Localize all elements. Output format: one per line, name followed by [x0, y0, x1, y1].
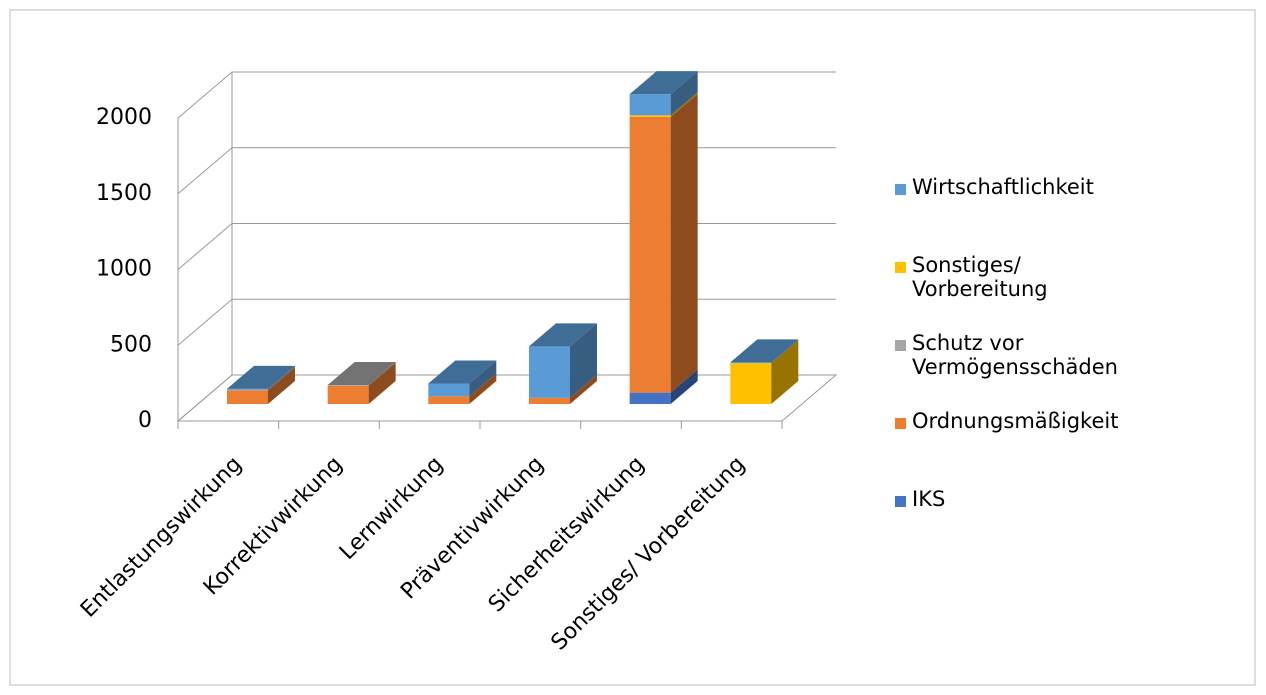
bar-side: [368, 362, 396, 404]
bar-side: [368, 362, 396, 386]
bar-front: [528, 346, 570, 398]
grid-line: [177, 147, 836, 195]
bar-top: [428, 360, 497, 384]
legend-label: Ordnungsmäßigkeit: [912, 409, 1119, 433]
bar-side: [267, 367, 295, 404]
legend-item: Ordnungsmäßigkeit: [895, 409, 1245, 433]
y-tick-label: 500: [110, 332, 152, 357]
bar-segment: [629, 369, 698, 404]
bar-side: [267, 366, 295, 391]
bar-front: [226, 388, 268, 390]
bar-segment: [528, 323, 597, 398]
bar-front: [528, 397, 570, 404]
bar-front: [730, 362, 772, 364]
bar-segment: [629, 92, 698, 117]
bar-top: [226, 365, 295, 389]
bar-side: [267, 365, 295, 390]
bar-segment: [629, 71, 698, 116]
bar-front: [629, 392, 671, 404]
legend-item: Schutz vor Vermögensschäden: [895, 331, 1245, 379]
grid-line: [177, 298, 836, 346]
bar-front: [730, 363, 772, 404]
bar-side: [670, 93, 698, 393]
legend-swatch: [895, 496, 906, 507]
bar-front: [629, 94, 671, 116]
bar-side: [771, 340, 799, 404]
bar-side: [569, 323, 597, 398]
bar-segment: [226, 367, 295, 404]
legend-label: Sonstiges/ Vorbereitung: [912, 253, 1048, 301]
bar-segment: [226, 365, 295, 390]
bar-top: [528, 323, 597, 347]
y-tick-label: 0: [138, 408, 152, 433]
bar-top: [730, 339, 799, 363]
bar-front: [226, 390, 268, 404]
legend-label: Wirtschaftlichkeit: [912, 175, 1094, 199]
bar-side: [469, 373, 497, 404]
legend-swatch: [895, 340, 906, 351]
bar-segment: [528, 374, 597, 404]
y-tick-label: 1000: [96, 257, 152, 282]
legend-label: IKS: [912, 487, 946, 511]
legend-item: IKS: [895, 487, 1245, 511]
bar-segment: [226, 366, 295, 391]
legend-swatch: [895, 184, 906, 195]
grid-line: [177, 223, 836, 270]
chart-frame: [9, 9, 1256, 686]
x-tick-label: Lernwirkung: [335, 452, 448, 565]
bar-front: [327, 385, 369, 386]
bar-segment: [428, 360, 497, 397]
bar-front: [327, 385, 369, 404]
bar-front: [428, 383, 470, 397]
x-tick-label: Sonstiges/ Vorbereitung: [547, 452, 751, 656]
bar-top: [327, 362, 396, 386]
bar-segment: [730, 340, 799, 404]
y-tick-label: 2000: [96, 105, 152, 130]
bar-side: [771, 339, 799, 364]
bar-segment: [730, 339, 799, 364]
bar-top: [629, 71, 698, 95]
legend-item: Wirtschaftlichkeit: [895, 175, 1245, 199]
bar-side: [670, 369, 698, 404]
legend-swatch: [895, 262, 906, 273]
legend-item: Sonstiges/ Vorbereitung: [895, 253, 1245, 301]
bar-side: [469, 360, 497, 397]
bar-side: [670, 92, 698, 117]
bar-front: [226, 389, 268, 391]
y-tick-label: 1500: [96, 181, 152, 206]
x-tick-label: Entlastungswirkung: [76, 452, 247, 623]
bar-segment: [327, 362, 396, 386]
bar-segment: [428, 373, 497, 404]
bar-front: [629, 116, 671, 393]
bar-segment: [327, 362, 396, 404]
bar-segment: [629, 93, 698, 393]
legend-swatch: [895, 418, 906, 429]
legend-label: Schutz vor Vermögensschäden: [912, 331, 1118, 379]
bar-front: [428, 396, 470, 404]
grid-line: [177, 71, 836, 119]
bar-side: [569, 374, 597, 404]
bar-side: [670, 71, 698, 116]
bar-front: [629, 115, 671, 117]
